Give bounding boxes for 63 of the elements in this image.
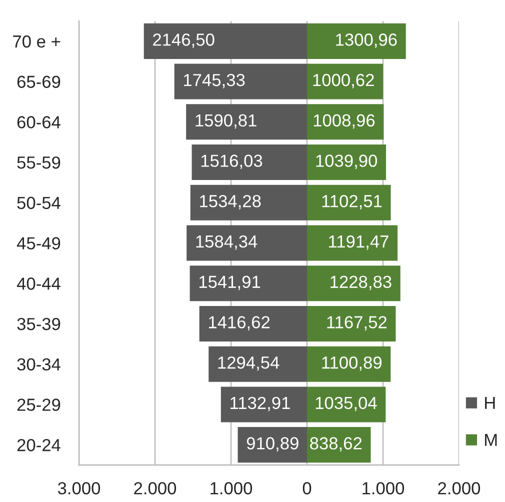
x-tick-label: 3.000 xyxy=(58,482,100,494)
x-tick-label: 2.000 xyxy=(438,482,480,494)
data-label: 1534,28 xyxy=(200,195,261,210)
bar xyxy=(307,225,398,261)
bar xyxy=(186,225,307,261)
bar xyxy=(307,64,384,100)
bar xyxy=(307,23,406,59)
data-label: 1228,83 xyxy=(330,276,392,290)
bar xyxy=(192,144,307,180)
bar xyxy=(307,306,396,342)
bar xyxy=(199,306,307,342)
bar xyxy=(307,104,384,140)
bar xyxy=(307,427,371,463)
y-tick-label: 40-44 xyxy=(16,278,60,290)
y-tick-label: 70 e + xyxy=(13,35,60,48)
x-tick-label: 1.000 xyxy=(210,482,252,494)
data-label: 1167,52 xyxy=(327,316,387,330)
data-label: 1191,47 xyxy=(329,235,388,250)
bar xyxy=(220,386,307,422)
y-tick-label: 30-34 xyxy=(17,358,60,371)
data-label: 1132,91 xyxy=(230,396,290,412)
data-label: 1039,90 xyxy=(316,154,378,169)
legend-label: H xyxy=(485,396,495,409)
bar xyxy=(190,266,307,302)
y-tick-label: 20-24 xyxy=(17,438,60,452)
data-label: 1516,03 xyxy=(201,154,262,169)
data-label: 1008,96 xyxy=(314,114,375,129)
y-tick-label: 35-39 xyxy=(17,318,60,330)
bar xyxy=(307,346,391,382)
legend-label: M xyxy=(485,434,497,446)
data-label: 1584,34 xyxy=(196,235,258,250)
y-tick-label: 65-69 xyxy=(17,76,60,88)
data-label: 838,62 xyxy=(310,437,362,452)
bar xyxy=(307,386,386,422)
y-tick-label: 55-59 xyxy=(17,156,60,169)
bar xyxy=(186,104,307,140)
data-label: 1416,62 xyxy=(208,316,270,330)
bar xyxy=(307,184,391,220)
y-tick-label: 25-29 xyxy=(17,398,60,411)
y-tick-label: 60-64 xyxy=(17,116,60,128)
bar xyxy=(208,346,307,382)
y-tick-label: 50-54 xyxy=(17,196,60,210)
data-label: 1294,54 xyxy=(218,356,280,371)
data-label: 910,89 xyxy=(246,437,298,452)
data-label: 2146,50 xyxy=(153,34,214,48)
bar xyxy=(307,266,400,302)
data-label: 1100,89 xyxy=(322,356,382,371)
data-label: 1745,33 xyxy=(184,74,245,88)
x-tick-label: 2.000 xyxy=(134,482,176,494)
data-label: 1590,81 xyxy=(196,114,256,129)
data-label: 1035,04 xyxy=(316,396,377,412)
y-tick-label: 45-49 xyxy=(16,237,60,250)
bar xyxy=(174,64,307,100)
data-label: 1541,91 xyxy=(199,276,260,290)
bar xyxy=(307,144,386,180)
bar xyxy=(144,23,307,59)
bar xyxy=(190,184,307,220)
data-label: 1102,51 xyxy=(322,195,382,210)
data-label: 1000,62 xyxy=(313,74,374,88)
data-label: 1300,96 xyxy=(336,34,397,48)
x-tick-label: 1.000 xyxy=(362,482,404,494)
bar xyxy=(238,427,307,463)
x-tick-label: 0 xyxy=(302,482,312,494)
